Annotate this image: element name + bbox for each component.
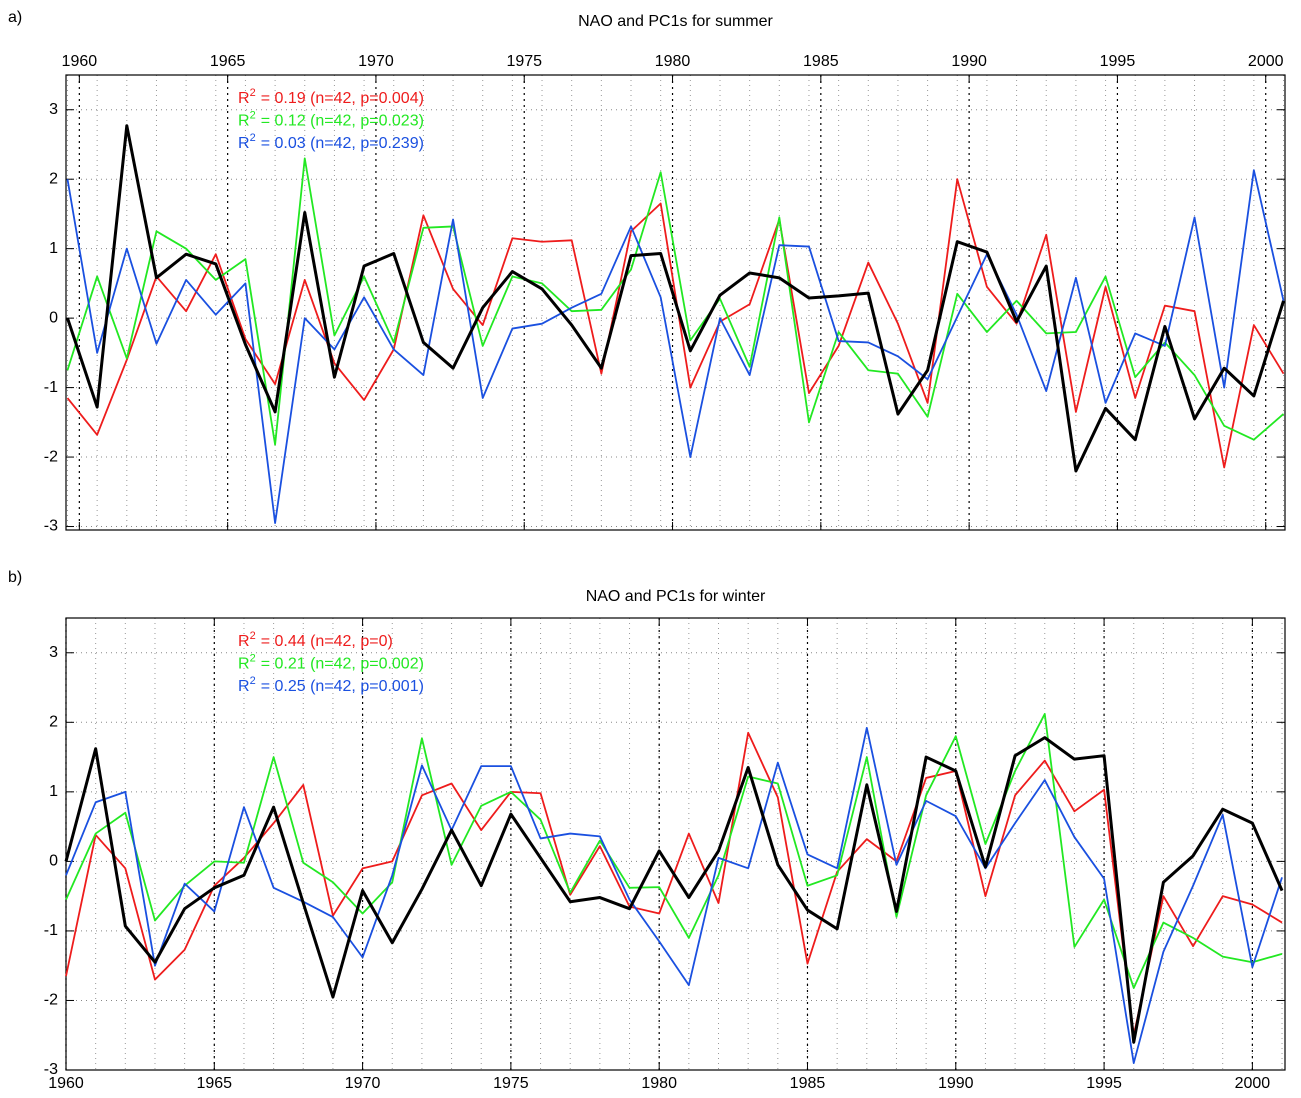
annotation-sup: 2 [250,109,256,121]
annotation-text: = 0.21 (n=42, p=0.002) [261,656,424,673]
x-tick-label: 1995 [1100,53,1136,70]
y-tick-label: -1 [44,379,58,396]
annotation: R2 = 0.12 (n=42, p=0.023) [238,109,424,129]
annotation: R2 = 0.03 (n=42, p=0.239) [238,132,424,152]
x-tick-label: 1985 [790,1075,826,1092]
y-tick-label: -1 [44,922,58,939]
annotation: R2 = 0.25 (n=42, p=0.001) [238,675,424,695]
x-tick-label: 2000 [1235,1075,1271,1092]
x-tick-label: 1980 [655,53,691,70]
annotation-base: R [238,633,250,650]
annotation-base: R [238,113,250,130]
series-line [66,157,1285,446]
plot-frame [65,74,1286,531]
annotation-text: = 0.44 (n=42, p=0) [261,633,393,650]
x-tick-label: 1990 [938,1075,974,1092]
x-tick-label: 1960 [48,1075,84,1092]
series-line [65,713,1283,989]
series-line [66,178,1285,469]
x-tick-label: 1960 [62,53,98,70]
series-line [64,736,1284,1044]
annotation: R2 = 0.21 (n=42, p=0.002) [238,652,424,672]
x-tick-label: 1995 [1086,1075,1122,1092]
y-tick-label: 2 [49,714,58,731]
x-tick-label: 1970 [358,53,394,70]
y-tick-label: 0 [49,853,58,870]
annotation-base: R [238,656,250,673]
y-tick-label: 0 [49,309,58,326]
chart-title: NAO and PC1s for summer [578,13,773,30]
y-tick-label: -3 [44,518,58,535]
y-tick-label: -2 [44,448,58,465]
y-tick-label: -2 [44,992,58,1009]
x-tick-label: 1985 [803,53,839,70]
x-tick-label: 1975 [493,1075,529,1092]
series-line [65,731,1283,1037]
annotation-base: R [238,135,250,152]
y-tick-label: 1 [49,240,58,257]
annotation: R2 = 0.44 (n=42, p=0) [238,630,393,650]
annotation-sup: 2 [250,87,256,99]
annotation-base: R [238,678,250,695]
panel-label: a) [8,9,22,26]
series-line [66,124,1285,473]
series-line [66,169,1285,524]
annotation-base: R [238,90,250,107]
annotation-sup: 2 [250,675,256,687]
annotation-text: = 0.19 (n=42, p=0.004) [261,90,424,107]
annotation-text: = 0.25 (n=42, p=0.001) [261,678,424,695]
y-tick-label: 2 [49,170,58,187]
y-tick-label: 3 [49,101,58,118]
y-tick-label: -3 [44,1061,58,1078]
plot-frame [65,617,1286,1071]
annotation-text: = 0.03 (n=42, p=0.239) [261,135,424,152]
x-tick-label: 1980 [641,1075,677,1092]
x-tick-label: 1965 [210,53,246,70]
x-tick-label: 2000 [1248,53,1284,70]
x-tick-label: 1965 [196,1075,232,1092]
annotation-text: = 0.12 (n=42, p=0.023) [261,113,424,130]
x-tick-label: 1990 [951,53,987,70]
series-line [65,726,1283,1064]
annotation-sup: 2 [250,132,256,144]
chart-title: NAO and PC1s for winter [586,588,766,605]
annotation-sup: 2 [250,630,256,642]
panel-label: b) [8,569,22,586]
annotation-sup: 2 [250,652,256,664]
y-tick-label: 1 [49,783,58,800]
y-tick-label: 3 [49,644,58,661]
x-tick-label: 1975 [506,53,542,70]
x-tick-label: 1970 [345,1075,381,1092]
annotation: R2 = 0.19 (n=42, p=0.004) [238,87,424,107]
